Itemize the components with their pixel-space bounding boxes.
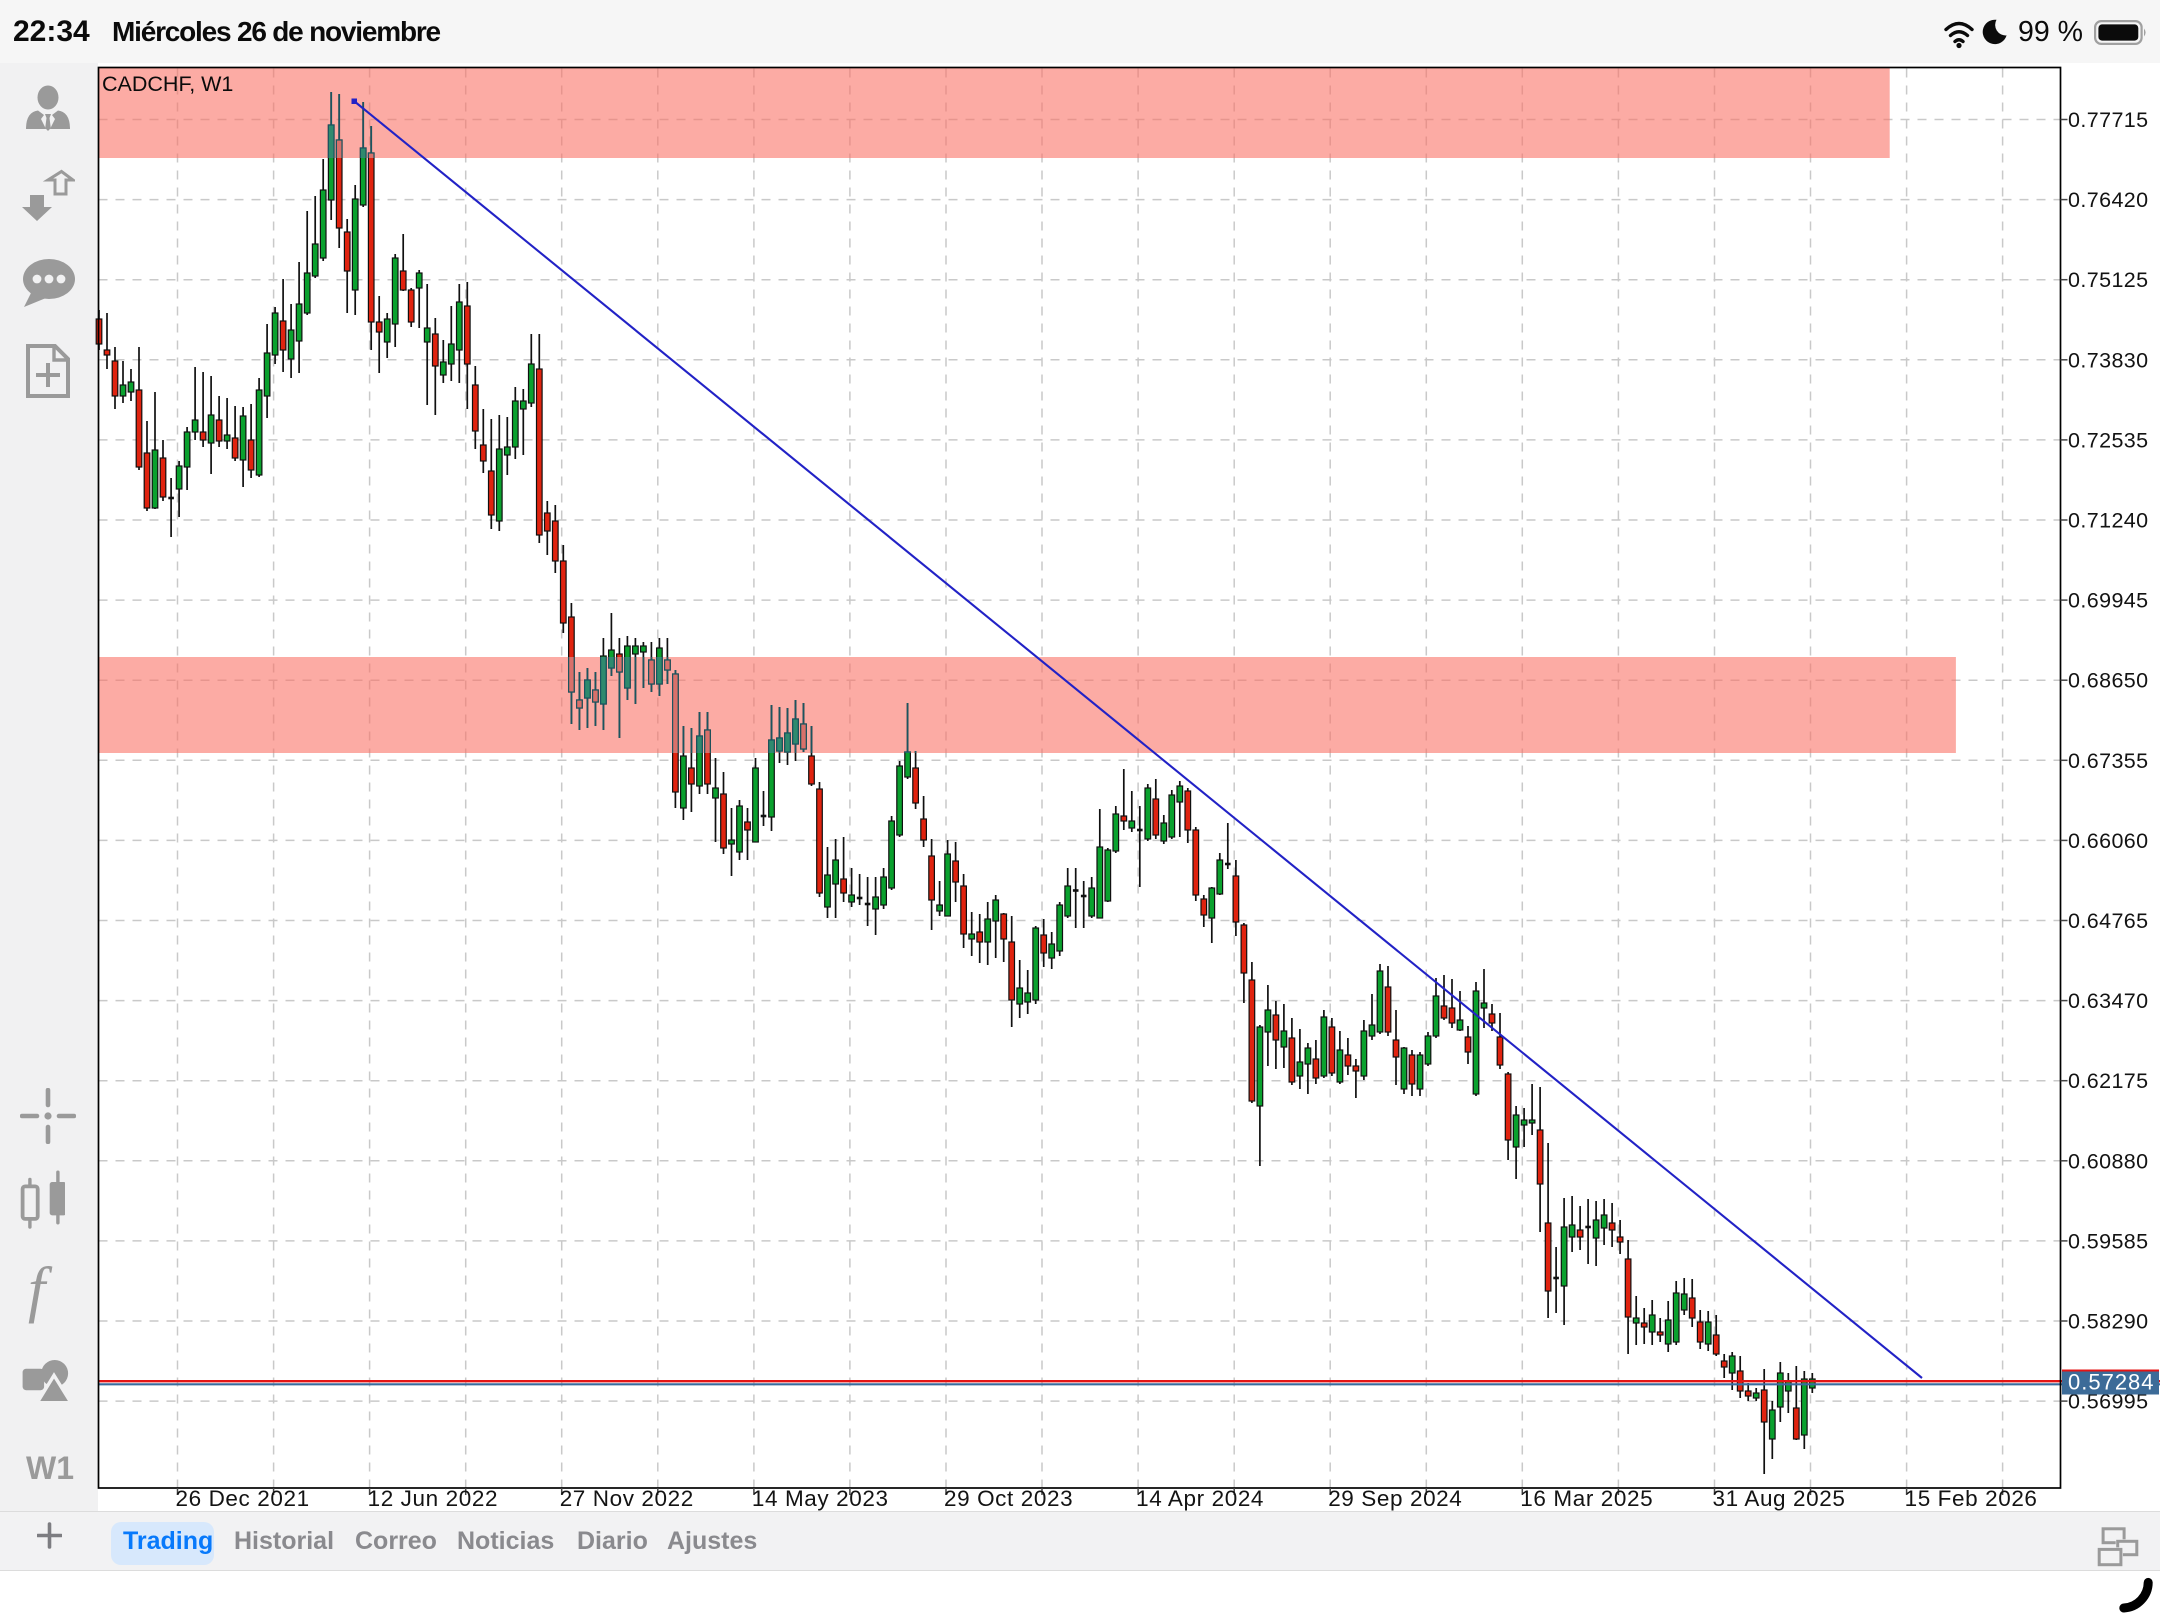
svg-text:0.71240: 0.71240 [2068,509,2149,533]
svg-text:0.58290: 0.58290 [2068,1310,2149,1334]
svg-text:0.57284: 0.57284 [2068,1370,2155,1395]
svg-text:0.72535: 0.72535 [2068,428,2149,452]
svg-text:29 Oct 2023: 29 Oct 2023 [944,1486,1073,1511]
svg-text:29 Sep 2024: 29 Sep 2024 [1328,1486,1462,1511]
svg-text:0.62175: 0.62175 [2068,1069,2149,1093]
svg-text:0.66060: 0.66060 [2068,829,2149,853]
svg-text:0.63470: 0.63470 [2068,989,2149,1013]
svg-text:31 Aug 2025: 31 Aug 2025 [1713,1486,1846,1511]
svg-text:0.77715: 0.77715 [2068,108,2149,132]
svg-text:0.59585: 0.59585 [2068,1229,2149,1253]
svg-text:0.76420: 0.76420 [2068,188,2149,212]
svg-text:14 May 2023: 14 May 2023 [752,1486,889,1511]
svg-text:0.67355: 0.67355 [2068,749,2149,773]
svg-text:CADCHF, W1: CADCHF, W1 [102,72,233,96]
svg-text:0.60880: 0.60880 [2068,1149,2149,1173]
svg-text:0.69945: 0.69945 [2068,589,2149,613]
svg-text:16 Mar 2025: 16 Mar 2025 [1520,1486,1653,1511]
svg-text:15 Feb 2026: 15 Feb 2026 [1905,1486,2038,1511]
svg-text:0.75125: 0.75125 [2068,268,2149,292]
svg-text:14 Apr 2024: 14 Apr 2024 [1136,1486,1264,1511]
svg-text:12 Jun 2022: 12 Jun 2022 [368,1486,498,1511]
svg-text:0.68650: 0.68650 [2068,669,2149,693]
svg-text:0.73830: 0.73830 [2068,348,2149,372]
svg-text:0.64765: 0.64765 [2068,909,2149,933]
svg-text:26 Dec 2021: 26 Dec 2021 [176,1486,310,1511]
svg-text:27 Nov 2022: 27 Nov 2022 [560,1486,694,1511]
